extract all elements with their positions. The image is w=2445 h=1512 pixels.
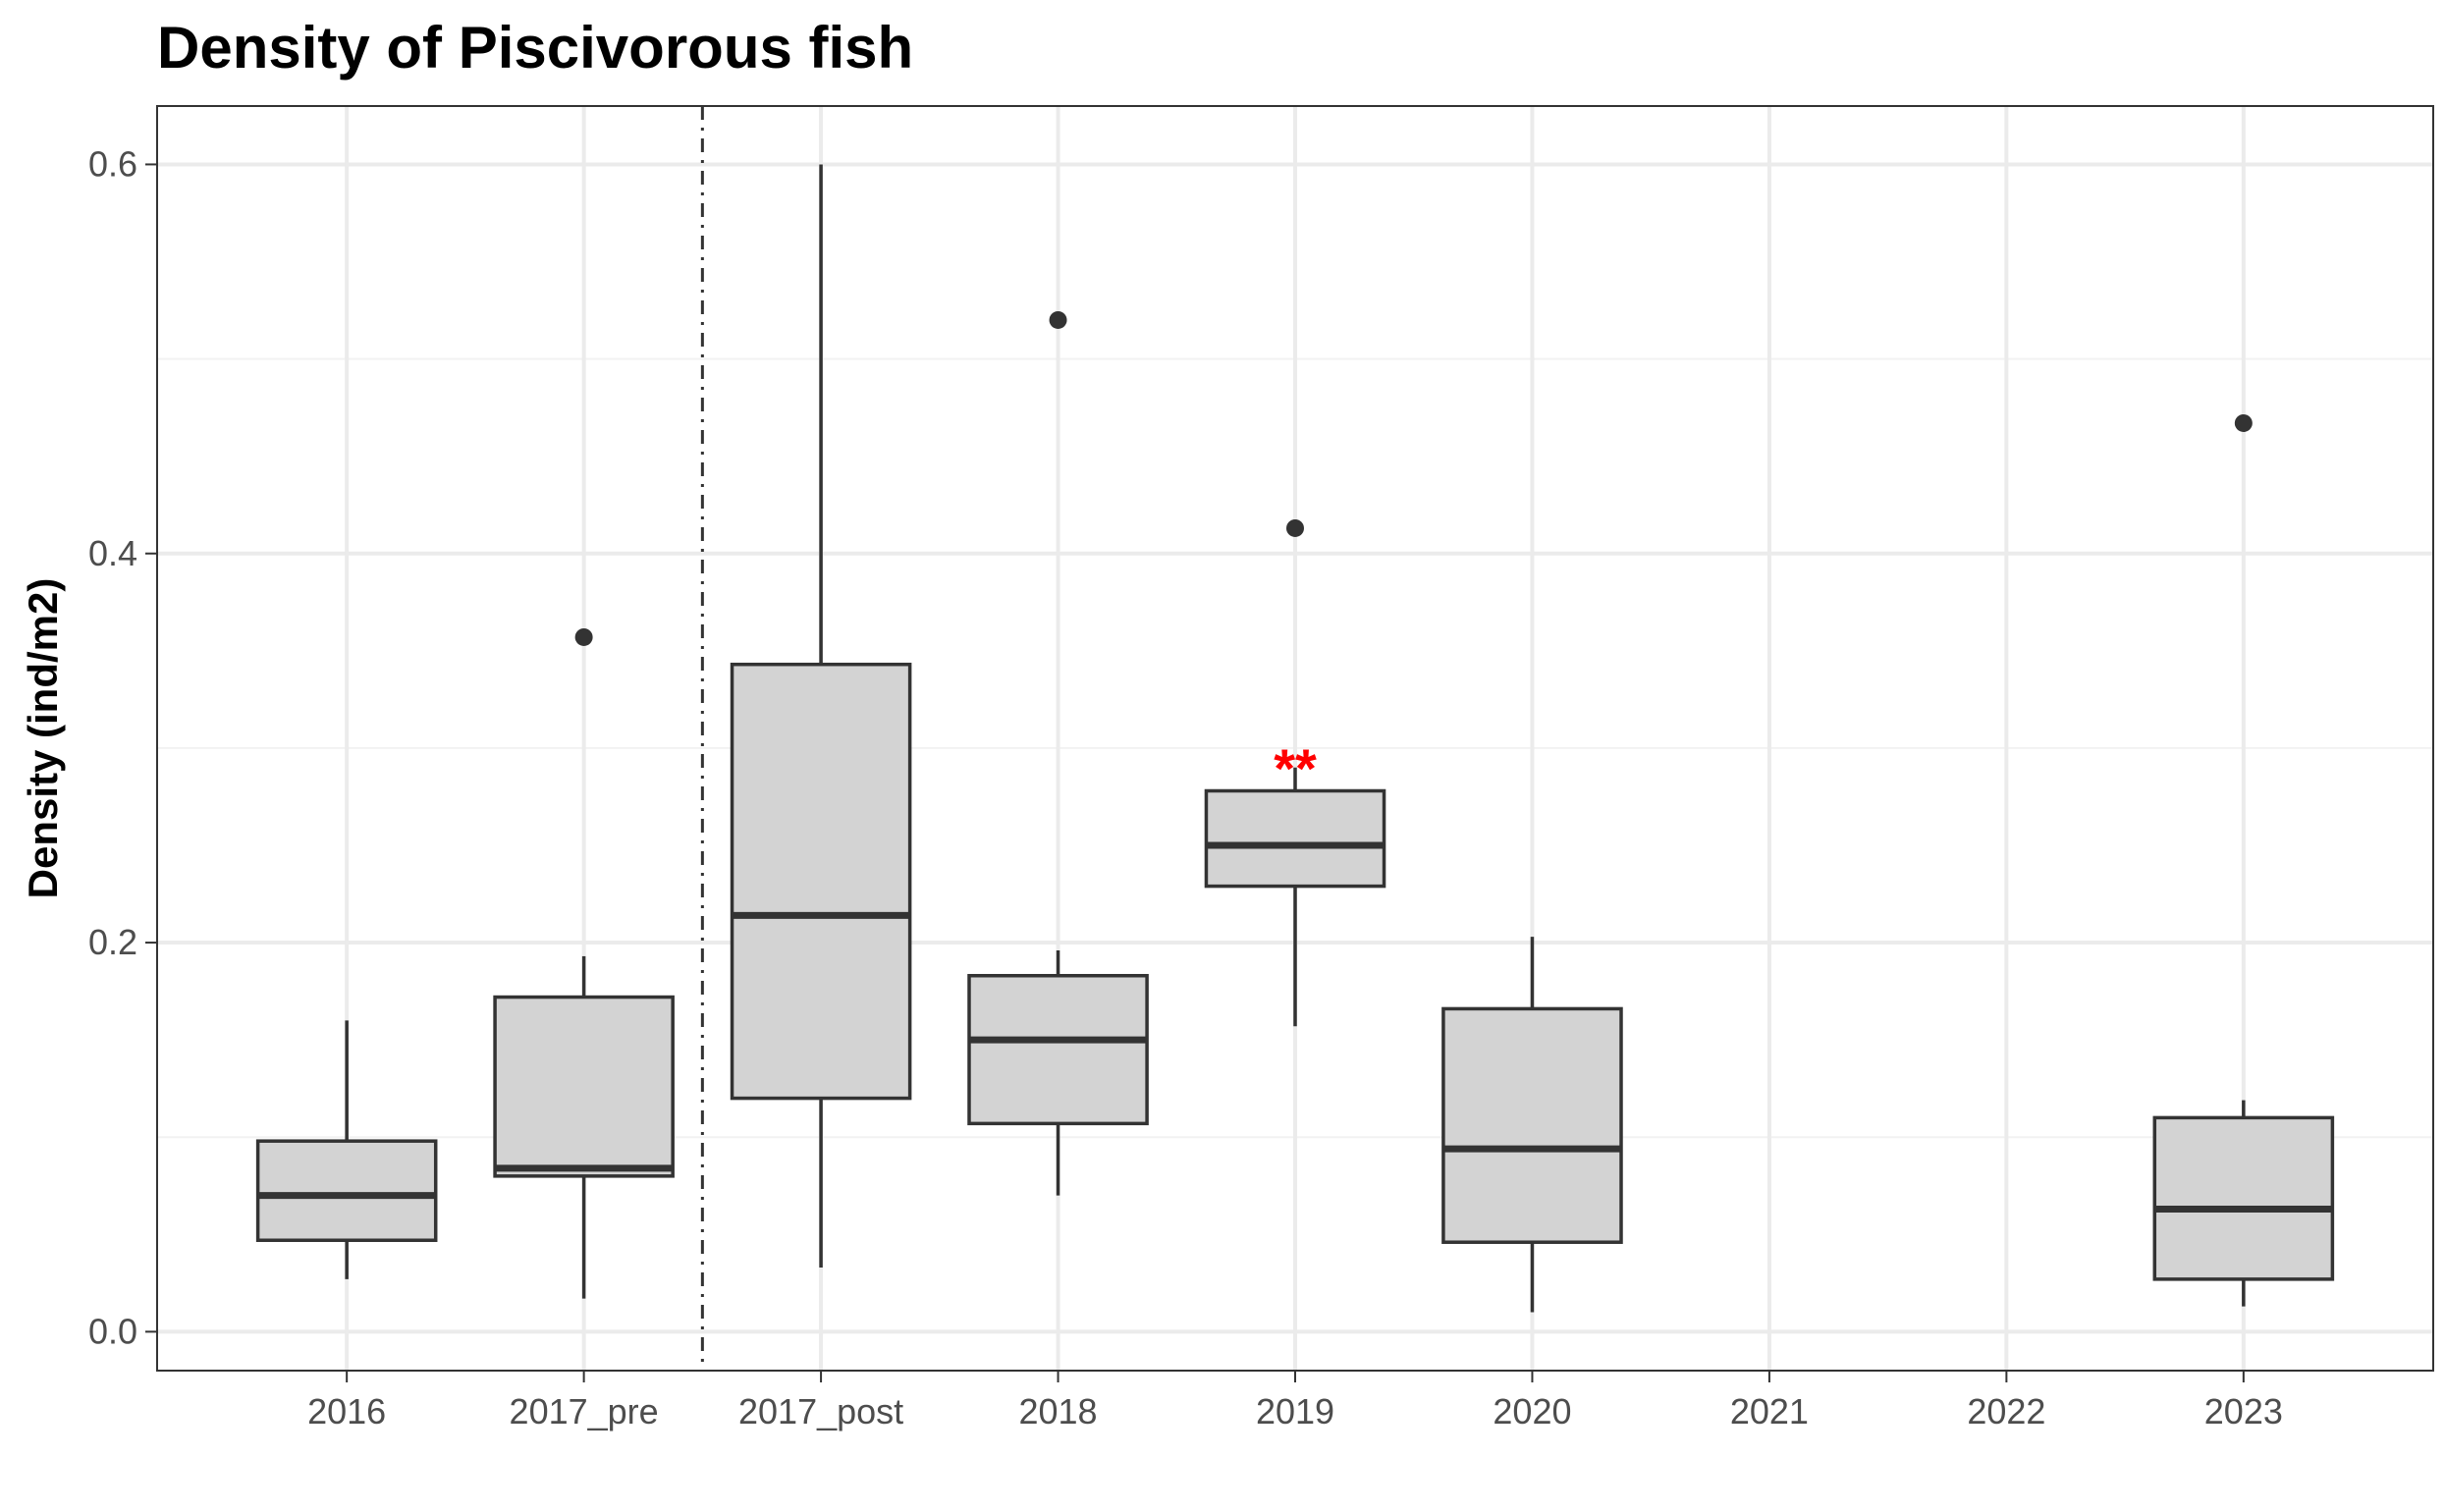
box-marks: ** <box>255 106 2335 1371</box>
box-2019 <box>1204 518 1386 1027</box>
box-2018 <box>967 310 1149 1196</box>
box-body <box>255 1139 438 1242</box>
box-2020 <box>1441 937 1623 1313</box>
box-body <box>1204 788 1386 889</box>
outlier-point <box>1286 518 1304 537</box>
box-body <box>730 662 912 1101</box>
y-axis-title: Density (ind/m2) <box>20 578 66 899</box>
box-2016 <box>255 1020 438 1279</box>
box-2017_pre <box>493 627 675 1299</box>
outlier-point <box>2234 413 2253 432</box>
outlier-point <box>1049 310 1067 329</box>
box-2023 <box>2152 413 2335 1307</box>
x-tick-label: 2018 <box>1018 1391 1097 1431</box>
box-body <box>967 973 1149 1126</box>
x-tick-label: 2022 <box>1967 1391 2045 1431</box>
y-tick-label: 0.2 <box>88 922 137 962</box>
axes: 0.0 0.2 0.4 0.6 2016 2017_pre 2017_post 2018 201… <box>88 143 2283 1431</box>
x-tick-label: 2020 <box>1493 1391 1571 1431</box>
x-tick-label: 2019 <box>1256 1391 1334 1431</box>
x-tick-label: 2017_post <box>738 1391 903 1431</box>
chart-title: Density of Piscivorous fish <box>157 15 914 81</box>
box-2017_post <box>730 164 912 1268</box>
x-tick-label: 2017_pre <box>510 1391 659 1431</box>
outlier-point <box>574 627 593 646</box>
x-tick-label: 2016 <box>307 1391 386 1431</box>
box-body <box>493 995 675 1178</box>
significance-label: ** <box>1274 737 1317 799</box>
y-tick-label: 0.4 <box>88 533 137 573</box>
box-body <box>2152 1115 2335 1281</box>
box-body <box>1441 1006 1623 1244</box>
y-tick-label: 0.0 <box>88 1311 137 1351</box>
x-tick-label: 2023 <box>2204 1391 2283 1431</box>
y-tick-label: 0.6 <box>88 143 137 184</box>
x-tick-label: 2021 <box>1730 1391 1809 1431</box>
